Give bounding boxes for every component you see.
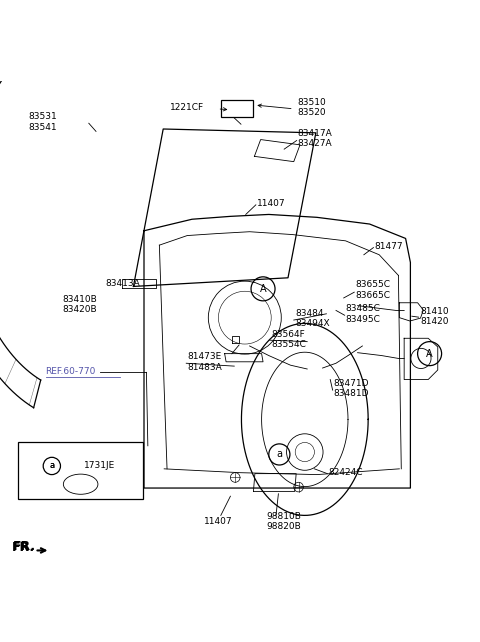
Text: 98810B
98820B: 98810B 98820B	[266, 512, 301, 532]
Text: 1221CF: 1221CF	[170, 103, 204, 112]
Text: 83410B
83420B: 83410B 83420B	[62, 295, 97, 314]
Text: 11407: 11407	[204, 517, 233, 526]
Text: A: A	[426, 349, 433, 359]
Text: 83413A: 83413A	[106, 279, 140, 288]
Text: FR.: FR.	[13, 540, 36, 553]
Text: 83510
83520: 83510 83520	[298, 98, 326, 117]
Text: 83484
83494X: 83484 83494X	[295, 309, 330, 328]
Text: 83485C
83495C: 83485C 83495C	[346, 304, 381, 324]
Text: 83564F
83554C: 83564F 83554C	[271, 329, 306, 349]
Text: A: A	[260, 284, 266, 294]
Text: a: a	[49, 462, 54, 471]
Text: 83531
83541: 83531 83541	[29, 112, 58, 132]
Text: 81473E
81483A: 81473E 81483A	[187, 352, 222, 372]
Text: 11407: 11407	[257, 199, 286, 208]
Text: 1731JE: 1731JE	[84, 462, 115, 471]
Text: 81477: 81477	[374, 242, 403, 251]
Text: 82424C: 82424C	[329, 468, 363, 477]
Text: FR.: FR.	[12, 541, 35, 554]
Text: 83471D
83481D: 83471D 83481D	[334, 379, 369, 398]
Text: 81410
81420: 81410 81420	[420, 306, 449, 326]
Text: REF.60-770: REF.60-770	[46, 367, 96, 376]
Text: 83655C
83665C: 83655C 83665C	[355, 280, 390, 300]
Text: a: a	[49, 462, 54, 471]
Text: a: a	[276, 449, 282, 460]
Text: 83417A
83427A: 83417A 83427A	[298, 129, 332, 148]
